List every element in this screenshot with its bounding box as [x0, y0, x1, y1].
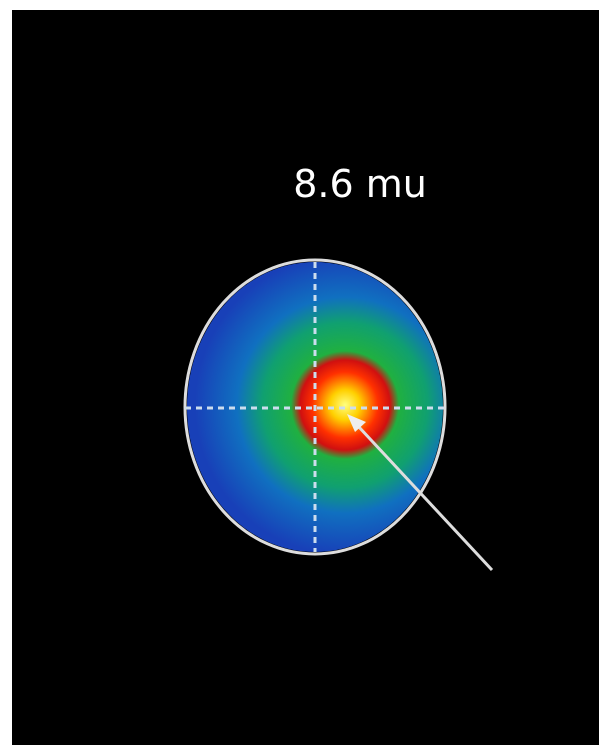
- measurement-label: 8.6 mu: [293, 162, 427, 206]
- beam-profile-image: 8.6 mu: [0, 0, 599, 745]
- body: 8.6 mu (() => { const data = JSON.parse(…: [0, 0, 599, 745]
- page: {"label": "8.6 mu"} html, body { margin:…: [0, 0, 599, 745]
